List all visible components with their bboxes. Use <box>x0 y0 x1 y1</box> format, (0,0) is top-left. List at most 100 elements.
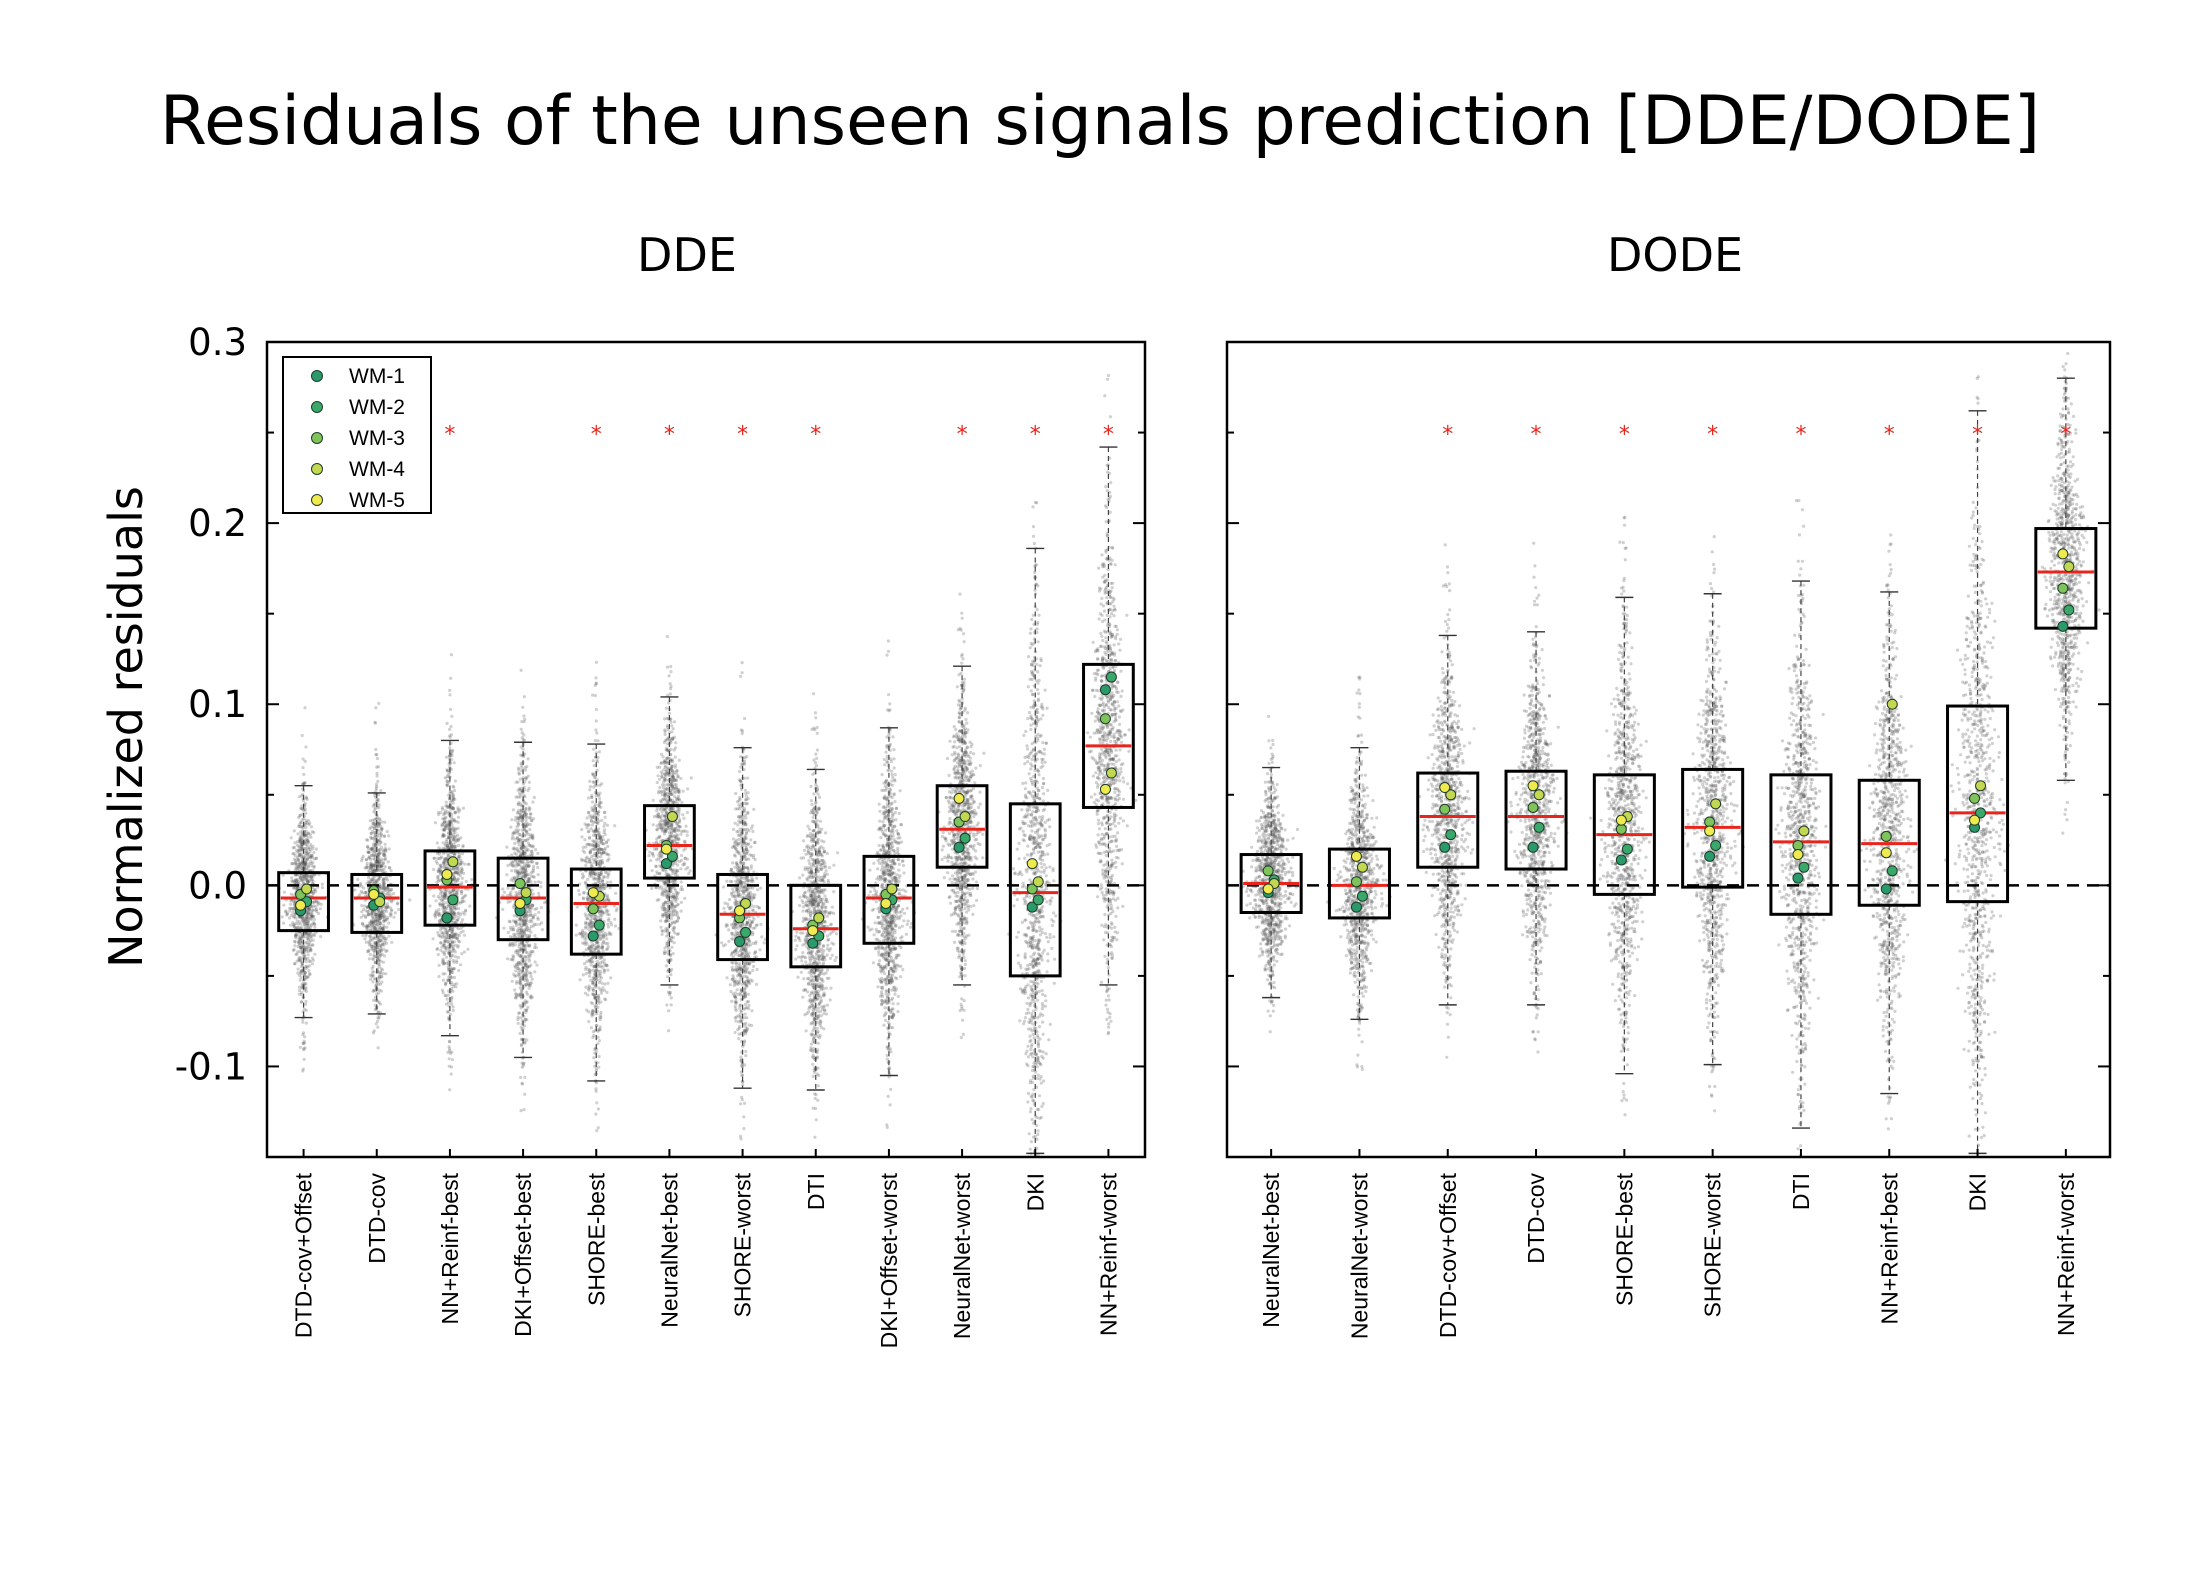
wm-2-point-dti <box>1798 861 1810 873</box>
box-dti <box>789 883 843 969</box>
significance-star-nn-reinf-worst: * <box>1103 423 1114 448</box>
wm-4-point-neuralnet-best <box>666 811 678 823</box>
wm-4-point-neuralnet-worst <box>959 811 971 823</box>
legend-marker-wm-5 <box>311 494 323 506</box>
box-dtd-cov <box>350 872 404 934</box>
wm-1-point-shore-best <box>1615 854 1627 866</box>
significance-star-nn-reinf-best: * <box>1884 423 1895 448</box>
x-tick-label-nn-reinf-worst: NN+Reinf-worst <box>1095 1172 1121 1336</box>
wm-3-point-shore-worst <box>1704 816 1716 828</box>
wm-3-point-shore-best <box>587 903 599 915</box>
x-tick-label-dki: DKI <box>1022 1173 1048 1211</box>
wm-5-point-neuralnet-best <box>660 843 672 855</box>
wm-1-point-shore-worst <box>1704 850 1716 862</box>
wm-2-point-shore-worst <box>1710 839 1722 851</box>
wm-5-point-shore-best <box>587 887 599 899</box>
x-tick-label-dtd-cov: DTD-cov <box>364 1173 390 1264</box>
panel-title-dde: DDE <box>637 228 737 282</box>
wm-3-point-dki <box>1026 883 1038 895</box>
wm-5-point-nn-reinf-worst <box>2057 548 2069 560</box>
legend-marker-wm-3 <box>311 432 323 444</box>
scatter-dki <box>1007 500 1063 1156</box>
wm-5-point-dki-offset-best <box>514 897 526 909</box>
wm-1-point-nn-reinf-best <box>1880 883 1892 895</box>
x-tick-label-shore-best: SHORE-best <box>583 1172 609 1306</box>
scatter-shore-best <box>574 660 621 1133</box>
wm-2-point-shore-best <box>593 919 605 931</box>
wm-2-point-nn-reinf-worst <box>1105 671 1117 683</box>
wm-2-point-nn-reinf-best <box>1886 865 1898 877</box>
wm-1-point-shore-best <box>587 930 599 942</box>
significance-star-neuralnet-worst: * <box>957 423 968 448</box>
y-tick-label: 0.2 <box>188 502 247 545</box>
plot-dode: NeuralNet-best NeuralNet-worst * DTD-cov+Of… <box>1225 340 2112 1339</box>
scatter-dtd-cov-offset <box>1418 543 1476 1059</box>
wm-3-point-dki-offset-best <box>514 878 526 890</box>
panel-title-dode: DODE <box>1606 228 1744 282</box>
wm-2-point-neuralnet-worst <box>959 832 971 844</box>
significance-star-shore-best: * <box>1619 423 1630 448</box>
x-tick-label-neuralnet-worst: NeuralNet-worst <box>949 1172 975 1339</box>
significance-star-nn-reinf-worst: * <box>2060 423 2071 448</box>
box-neuralnet-best <box>643 804 696 880</box>
y-tick-label: 0.1 <box>188 683 247 726</box>
box-dtd-cov-offset <box>1416 771 1480 869</box>
wm-1-point-neuralnet-worst <box>953 841 965 853</box>
scatter-dki <box>1944 375 2010 1147</box>
wm-5-point-shore-worst <box>734 905 746 917</box>
box-dki-offset-worst <box>862 854 916 945</box>
wm-5-point-shore-best <box>1615 814 1627 826</box>
box-dki <box>1008 802 1062 978</box>
box-dtd-cov-offset <box>277 871 330 933</box>
wm-2-point-nn-reinf-best <box>447 894 459 906</box>
scatter-nn-reinf-worst <box>1086 373 1138 1036</box>
wm-3-point-neuralnet-best <box>1262 865 1274 877</box>
legend-marker-wm-4 <box>311 463 323 475</box>
box-nn-reinf-best <box>1857 778 1921 907</box>
x-tick-label-dtd-cov: DTD-cov <box>1523 1173 1549 1264</box>
wm-2-point-neuralnet-best <box>666 850 678 862</box>
wm-4-point-dki-offset-best <box>520 887 532 899</box>
wm-1-point-shore-worst <box>734 935 746 947</box>
wm-5-point-neuralnet-best <box>1262 883 1274 895</box>
wm-1-point-dti <box>1792 872 1804 884</box>
legend-label-wm-4: WM-4 <box>349 458 405 481</box>
wm-5-point-dtd-cov-offset <box>295 899 307 911</box>
significance-star-shore-worst: * <box>737 423 748 448</box>
significance-star-dki: * <box>1030 423 1041 448</box>
box-shore-best <box>1592 773 1656 896</box>
box-dtd-cov <box>1504 769 1568 871</box>
wm-4-point-dtd-cov <box>374 896 386 908</box>
box-dti <box>1769 773 1833 916</box>
legend: WM-1 WM-2 WM-3 WM-4 WM-5 <box>282 356 432 514</box>
wm-1-point-nn-reinf-worst <box>2057 620 2069 632</box>
wm-2-point-dki <box>1975 807 1987 819</box>
wm-2-point-dtd-cov-offset <box>1445 829 1457 841</box>
box-neuralnet-best <box>1239 853 1303 914</box>
wm-5-point-nn-reinf-best <box>441 868 453 880</box>
wm-1-point-nn-reinf-worst <box>1099 684 1111 696</box>
x-tick-label-dki: DKI <box>1965 1173 1991 1211</box>
wm-3-point-nn-reinf-best <box>1880 830 1892 842</box>
x-tick-label-dti: DTI <box>1788 1173 1814 1210</box>
legend-marker-wm-1 <box>311 370 323 382</box>
box-shore-worst <box>1681 767 1745 889</box>
wm-4-point-nn-reinf-best <box>1886 698 1898 710</box>
wm-2-point-dtd-cov <box>1533 821 1545 833</box>
wm-3-point-neuralnet-worst <box>1350 876 1362 888</box>
wm-4-point-nn-reinf-worst <box>2063 561 2075 573</box>
legend-label-wm-5: WM-5 <box>349 489 405 512</box>
plot-dde: DTD-cov+Offset DTD-cov * NN+Reinf-best DKI+O… <box>175 321 1147 1348</box>
wm-4-point-dki-offset-worst <box>886 883 898 895</box>
significance-star-dti: * <box>810 423 821 448</box>
x-tick-label-shore-worst: SHORE-worst <box>1700 1172 1726 1317</box>
wm-3-point-nn-reinf-worst <box>2057 582 2069 594</box>
wm-4-point-dti <box>1798 825 1810 837</box>
x-tick-label-nn-reinf-worst: NN+Reinf-worst <box>2053 1172 2079 1336</box>
wm-5-point-dki <box>1026 858 1038 870</box>
x-tick-label-neuralnet-worst: NeuralNet-worst <box>1346 1172 1372 1339</box>
wm-4-point-dki <box>1032 876 1044 888</box>
significance-star-dtd-cov: * <box>1531 423 1542 448</box>
wm-4-point-nn-reinf-best <box>447 856 459 868</box>
